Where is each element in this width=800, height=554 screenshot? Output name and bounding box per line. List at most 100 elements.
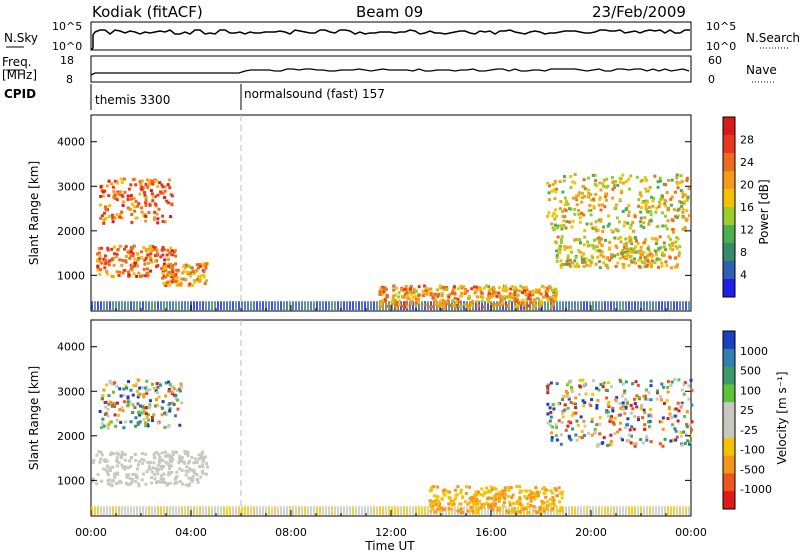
range-cell: [180, 459, 184, 463]
x-tick-label: 00:00: [75, 526, 107, 539]
range-cell: [620, 189, 624, 193]
range-cell: [538, 304, 542, 308]
range-cell: [110, 213, 114, 217]
range-cell: [149, 269, 153, 273]
range-cell: [614, 203, 618, 207]
range-cell: [668, 412, 672, 416]
range-cell: [137, 271, 141, 275]
range-cell: [168, 464, 172, 468]
scatter-cell: [475, 506, 477, 516]
range-cell: [202, 275, 206, 279]
range-cell: [120, 456, 124, 460]
range-cell: [581, 399, 585, 403]
scatter-cell: [391, 506, 393, 516]
range-cell: [566, 202, 570, 206]
range-cell: [593, 173, 597, 177]
range-cell: [159, 464, 163, 468]
range-cell: [629, 250, 633, 254]
range-cell: [99, 426, 103, 430]
range-cell: [582, 264, 586, 268]
range-cell: [570, 389, 574, 393]
range-cell: [583, 194, 587, 198]
range-cell: [611, 181, 615, 185]
range-cell: [144, 406, 148, 410]
y-tick-label: 4000: [57, 136, 85, 149]
range-cell: [613, 416, 617, 420]
range-cell: [683, 415, 687, 419]
range-cell: [621, 408, 625, 412]
range-cell: [629, 247, 633, 251]
scatter-cell: [628, 301, 630, 311]
range-cell: [162, 281, 166, 285]
range-cell: [546, 387, 550, 391]
range-cell: [667, 208, 671, 212]
range-cell: [645, 435, 649, 439]
range-cell: [174, 254, 178, 258]
range-cell: [120, 450, 124, 454]
scatter-cell: [391, 301, 393, 311]
range-cell: [535, 490, 539, 494]
range-cell: [480, 505, 484, 509]
range-cell: [636, 242, 640, 246]
range-cell: [115, 418, 119, 422]
range-cell: [540, 502, 544, 506]
range-cell: [570, 250, 574, 254]
range-cell: [615, 430, 619, 434]
colorbar-tick-label: -500: [740, 463, 765, 476]
scatter-cell: [358, 506, 360, 516]
colorbar-tick-label: 8: [740, 246, 747, 259]
range-cell: [631, 407, 635, 411]
range-cell: [423, 284, 427, 288]
range-cell: [527, 292, 531, 296]
range-cell: [559, 200, 563, 204]
range-cell: [198, 465, 202, 469]
range-cell: [637, 204, 641, 208]
range-cell: [525, 288, 529, 292]
range-cell: [120, 216, 124, 220]
range-cell: [587, 243, 591, 247]
range-cell: [138, 180, 142, 184]
range-cell: [379, 302, 383, 306]
range-cell: [148, 399, 152, 403]
range-cell: [173, 481, 177, 485]
scatter-cell: [100, 506, 102, 516]
range-cell: [675, 263, 679, 267]
range-cell: [686, 195, 690, 199]
y-tick-label: 3000: [57, 180, 85, 193]
range-cell: [109, 420, 113, 424]
range-cell: [112, 263, 116, 267]
range-cell: [509, 509, 513, 513]
range-cell: [125, 386, 129, 390]
range-cell: [482, 305, 486, 309]
range-cell: [171, 450, 175, 454]
scatter-cell: [682, 301, 684, 311]
range-cell: [652, 197, 656, 201]
range-cell: [596, 398, 600, 402]
range-cell: [534, 486, 538, 490]
range-cell: [460, 510, 464, 514]
range-cell: [112, 452, 116, 456]
range-cell: [608, 240, 612, 244]
range-cell: [163, 185, 167, 189]
scatter-cell: [253, 301, 255, 311]
scatter-cell: [445, 506, 447, 516]
range-cell: [597, 388, 601, 392]
range-cell: [626, 253, 630, 257]
range-cell: [498, 295, 502, 299]
range-cell: [180, 385, 184, 389]
range-cell: [138, 274, 142, 278]
range-cell: [644, 178, 648, 182]
range-cell: [614, 398, 618, 402]
range-cell: [123, 247, 127, 251]
range-cell: [164, 284, 168, 288]
range-cell: [634, 261, 638, 265]
range-cell: [689, 428, 693, 432]
range-cell: [582, 434, 586, 438]
range-cell: [126, 396, 130, 400]
range-cell: [597, 236, 601, 240]
scatter-cell: [241, 301, 243, 311]
scatter-cell: [304, 301, 306, 311]
range-cell: [478, 500, 482, 504]
range-cell: [689, 378, 693, 382]
range-cell: [453, 296, 457, 300]
